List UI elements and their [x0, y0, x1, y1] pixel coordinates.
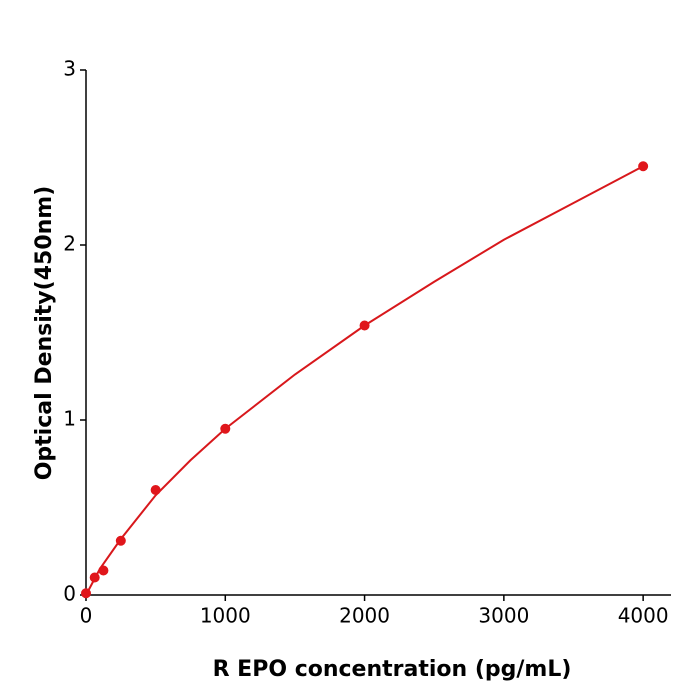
data-point [115, 535, 126, 546]
data-point [638, 161, 649, 172]
y-axis-title: Optical Density(450nm) [32, 186, 57, 481]
data-point [220, 423, 231, 434]
x-tick-label: 0 [80, 604, 93, 628]
data-point [359, 320, 370, 331]
y-tick-label: 2 [63, 232, 76, 256]
data-point [150, 485, 161, 495]
x-axis-title: R EPO concentration (pg/mL) [213, 657, 572, 682]
data-point [81, 588, 91, 599]
x-tick-label: 3000 [478, 604, 529, 628]
x-tick-label: 2000 [339, 604, 390, 628]
data-point [98, 565, 109, 576]
data-point [89, 572, 100, 583]
y-tick-label: 3 [63, 57, 76, 81]
y-tick-label: 0 [63, 582, 76, 606]
y-tick-label: 1 [63, 407, 76, 431]
x-tick-label: 1000 [200, 604, 251, 628]
fit-curve [85, 165, 644, 596]
x-tick-label: 4000 [618, 604, 669, 628]
